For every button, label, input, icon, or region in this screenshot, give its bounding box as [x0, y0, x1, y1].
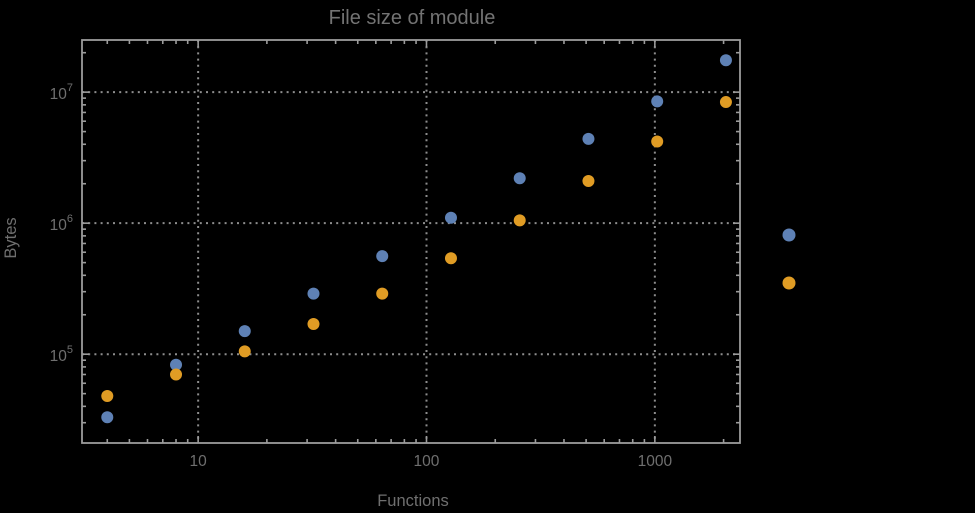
y-tick-label: 107	[50, 82, 73, 103]
x-tick-label: 1000	[638, 453, 673, 470]
data-point-orange-series	[101, 389, 114, 402]
data-point-orange-series	[582, 174, 595, 187]
data-point-blue-series	[238, 325, 251, 338]
data-point-blue-series	[513, 172, 526, 185]
legend-marker-1	[782, 276, 796, 290]
data-point-orange-series	[376, 287, 389, 300]
legend	[782, 228, 796, 290]
data-point-blue-series	[651, 95, 664, 108]
data-point-orange-series	[307, 317, 320, 330]
x-axis-label: Functions	[377, 492, 449, 510]
tick-labels: 10 100 1000 105 106 107	[50, 82, 673, 470]
legend-marker-0	[782, 228, 796, 242]
y-tick-label: 106	[50, 213, 73, 234]
data-point-orange-series	[513, 214, 526, 227]
data-point-orange-series	[444, 252, 457, 265]
data-point-orange-series	[651, 135, 664, 148]
data-point-orange-series	[170, 368, 183, 381]
chart-title: File size of module	[329, 7, 496, 29]
data-point-orange-series	[238, 345, 251, 358]
frame-border	[81, 39, 741, 444]
axis-ticks	[82, 40, 740, 443]
data-point-blue-series	[376, 250, 389, 263]
data-point-blue-series	[582, 132, 595, 145]
plot-frame	[81, 39, 741, 444]
data-point-blue-series	[444, 211, 457, 224]
gridlines	[82, 40, 740, 443]
data-points	[101, 54, 732, 424]
y-tick-label: 105	[50, 344, 73, 365]
data-point-blue-series	[307, 287, 320, 300]
data-point-blue-series	[101, 411, 114, 424]
data-point-orange-series	[719, 96, 732, 109]
x-tick-label: 100	[414, 453, 440, 470]
x-tick-label: 10	[190, 453, 208, 470]
data-point-blue-series	[719, 54, 732, 67]
y-axis-label: Bytes	[2, 217, 20, 258]
data-point-blue-series	[170, 358, 183, 371]
